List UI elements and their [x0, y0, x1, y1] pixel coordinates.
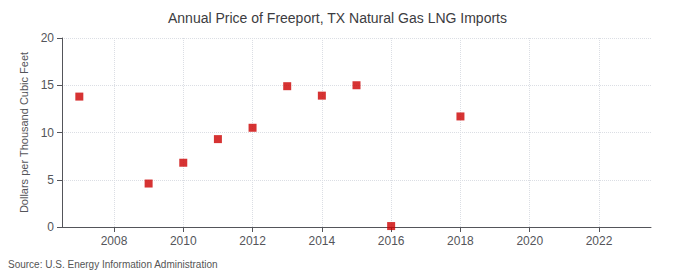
svg-text:2008: 2008	[101, 234, 128, 248]
svg-text:Annual Price of Freeport, TX N: Annual Price of Freeport, TX Natural Gas…	[168, 10, 507, 26]
svg-text:0: 0	[47, 220, 54, 234]
svg-text:2012: 2012	[239, 234, 266, 248]
svg-text:10: 10	[41, 126, 55, 140]
svg-text:20: 20	[41, 31, 55, 45]
svg-text:2022: 2022	[586, 234, 613, 248]
svg-text:Source: U.S. Energy Informatio: Source: U.S. Energy Information Administ…	[8, 259, 218, 270]
svg-text:15: 15	[41, 78, 55, 92]
svg-text:2014: 2014	[309, 234, 336, 248]
svg-text:5: 5	[47, 173, 54, 187]
svg-text:2020: 2020	[516, 234, 543, 248]
svg-text:2010: 2010	[170, 234, 197, 248]
svg-text:Dollars per Thousand Cubic Fee: Dollars per Thousand Cubic Feet	[18, 52, 30, 213]
svg-text:2016: 2016	[378, 234, 405, 248]
svg-text:2018: 2018	[447, 234, 474, 248]
